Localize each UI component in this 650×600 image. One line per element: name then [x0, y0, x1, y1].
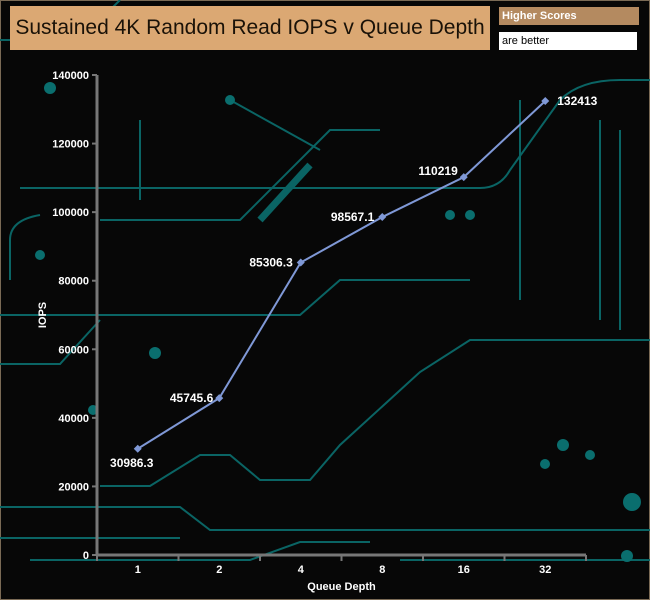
data-label: 45745.6	[170, 391, 214, 405]
y-tick-label: 80000	[58, 276, 89, 288]
x-tick-label: 32	[539, 564, 551, 576]
data-label: 110219	[418, 164, 458, 178]
y-tick-label: 0	[83, 550, 89, 562]
y-tick-label: 140000	[52, 70, 89, 82]
x-tick-label: 1	[135, 564, 141, 576]
x-tick-label: 4	[298, 564, 305, 576]
data-point	[296, 258, 305, 267]
x-tick-label: 16	[458, 564, 470, 576]
data-point	[215, 394, 224, 403]
data-point	[459, 173, 468, 182]
x-tick-label: 2	[216, 564, 222, 576]
y-tick-label: 20000	[58, 481, 89, 493]
data-label: 85306.3	[249, 256, 293, 270]
y-tick-label: 100000	[52, 207, 89, 219]
data-label: 98567.1	[331, 210, 375, 224]
series-line	[137, 100, 546, 450]
y-tick-label: 40000	[58, 413, 89, 425]
legend-note-are-better: are better	[499, 32, 637, 50]
chart-title: Sustained 4K Random Read IOPS v Queue De…	[10, 6, 490, 50]
y-tick-label: 60000	[58, 344, 89, 356]
x-axis-title: Queue Depth	[307, 581, 376, 593]
y-tick-label: 120000	[52, 139, 89, 151]
y-axis-title: IOPS	[37, 302, 49, 328]
data-label: 132413	[557, 94, 597, 108]
x-tick-label: 8	[379, 564, 385, 576]
legend-note-higher-scores: Higher Scores	[499, 7, 639, 25]
data-label: 30986.3	[110, 456, 154, 470]
data-point	[378, 213, 387, 222]
data-point	[541, 97, 550, 106]
data-point	[133, 444, 142, 453]
